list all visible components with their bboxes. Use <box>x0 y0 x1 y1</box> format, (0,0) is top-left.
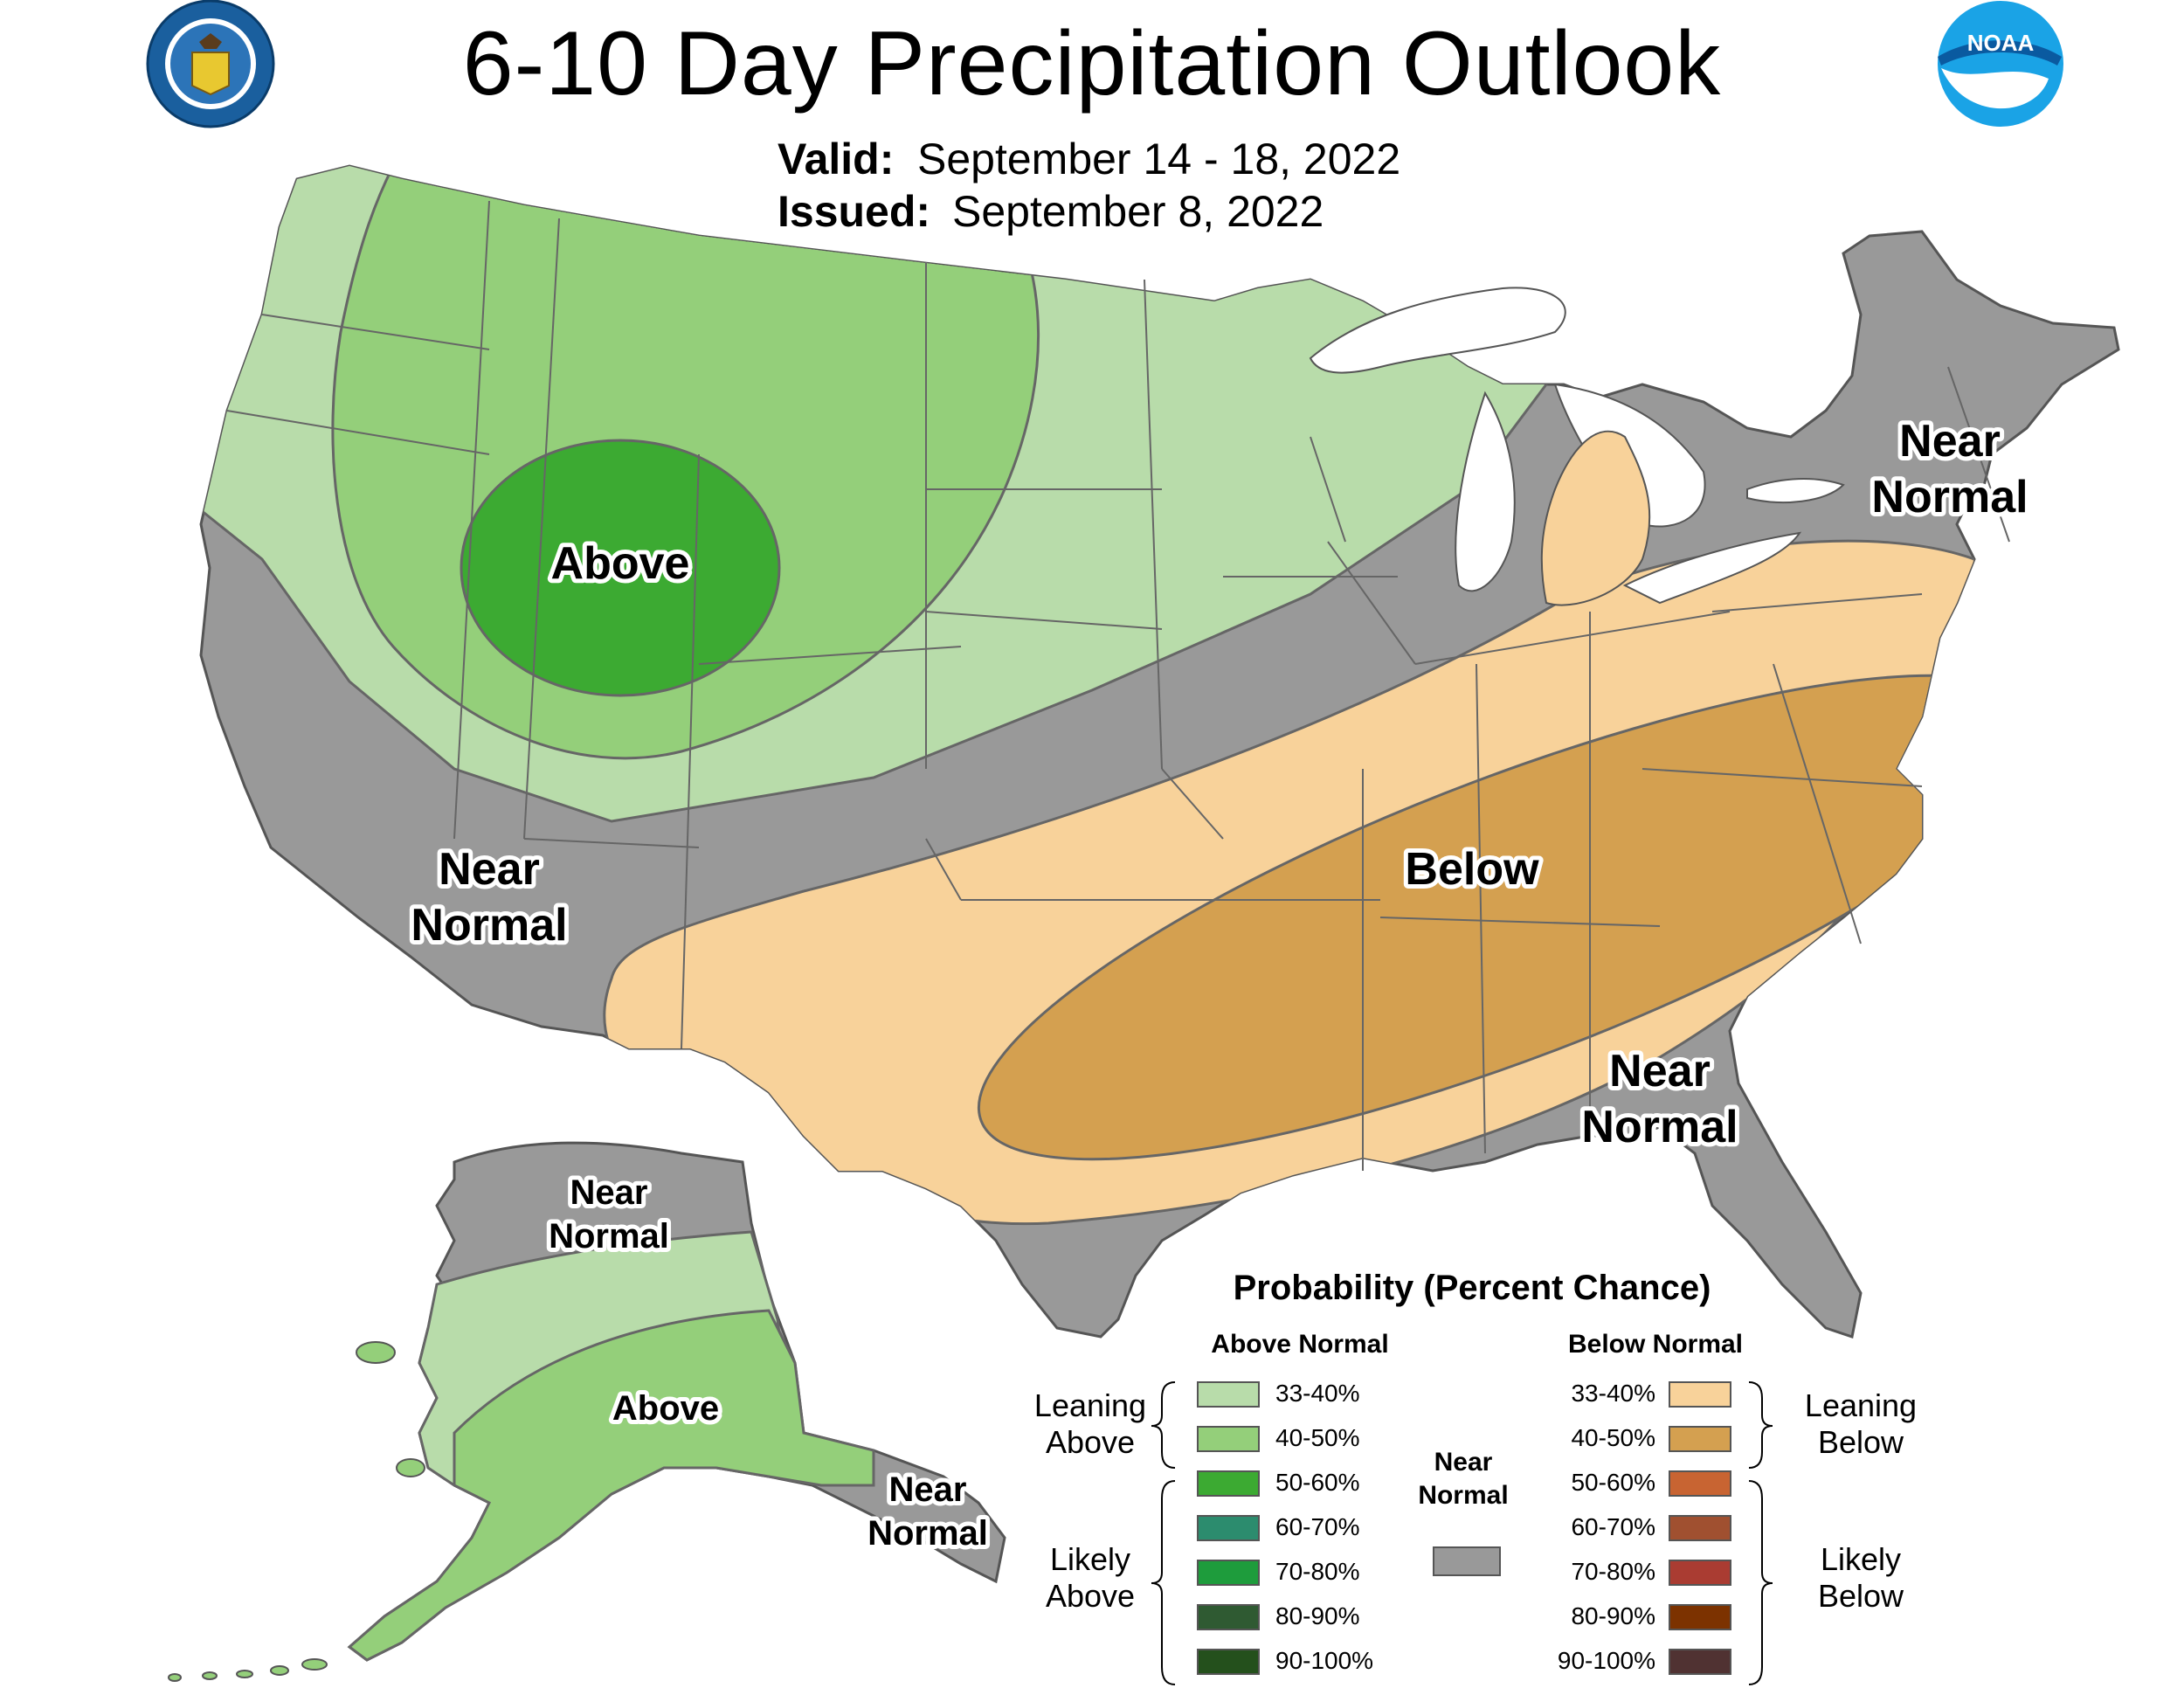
legend-below-pct-label: 50-60% <box>1571 1469 1655 1496</box>
svg-text:NOAA: NOAA <box>1967 30 2035 56</box>
label-near-normal-west-1: Near <box>439 844 540 895</box>
label-near-normal-se-1: Near <box>1609 1046 1711 1097</box>
legend-below-swatch <box>1669 1604 1731 1630</box>
legend-near-normal-header: Near Normal <box>1418 1448 1509 1510</box>
legend-below-swatch <box>1669 1381 1731 1408</box>
legend-above-pct-label: 50-60% <box>1275 1469 1360 1496</box>
legend-below-pct-label: 60-70% <box>1571 1513 1655 1540</box>
legend-below-swatch <box>1669 1515 1731 1541</box>
label-near-normal-ne-1: Near <box>1899 416 2001 467</box>
legend-above-swatch <box>1197 1381 1260 1408</box>
legend-below-swatch <box>1669 1470 1731 1497</box>
legend-below-pct-label: 40-50% <box>1571 1424 1655 1451</box>
legend-above-header: Above Normal <box>1211 1330 1389 1359</box>
issued-label: Issued: <box>778 187 931 236</box>
label-above-west: Above <box>551 538 690 589</box>
legend-above-pct-label: 80-90% <box>1275 1602 1360 1629</box>
valid-label: Valid: <box>778 135 895 183</box>
legend-below-swatch <box>1669 1649 1731 1675</box>
date-block: Valid: September 14 - 18, 2022 Issued: Sep… <box>778 133 1400 238</box>
legend-leaning-above: Leaning Above <box>1033 1387 1147 1460</box>
legend-leaning-below: Leaning Below <box>1804 1387 1918 1460</box>
label-ak-near-normal-se-2: Normal <box>867 1514 988 1553</box>
legend-likely-below: Likely Below <box>1817 1541 1904 1614</box>
label-ak-near-normal-north-1: Near <box>570 1173 648 1212</box>
state-boundaries <box>226 200 2010 1171</box>
label-near-normal-se-2: Normal <box>1581 1102 1738 1152</box>
legend-likely-above: Likely Above <box>1045 1541 1136 1614</box>
legend-above-pct-label: 90-100% <box>1275 1647 1374 1674</box>
label-ak-above: Above <box>612 1389 719 1428</box>
aleutian-islands <box>168 1341 425 1682</box>
legend-title: Probability (Percent Chance) <box>1233 1269 1711 1307</box>
issued-value: September 8, 2022 <box>952 187 1324 236</box>
legend-above-swatch <box>1197 1604 1260 1630</box>
legend-above-swatch <box>1197 1515 1260 1541</box>
legend-below-pct-label: 70-80% <box>1571 1558 1655 1585</box>
legend-below-pct-label: 80-90% <box>1571 1602 1655 1629</box>
above-50-60-zone <box>460 439 781 697</box>
legend-above-swatch <box>1197 1426 1260 1452</box>
alaska-above-40-50-zone <box>347 1309 875 1662</box>
alaska-region <box>168 1141 1006 1682</box>
michigan <box>1540 430 1651 606</box>
legend-above-pct-label: 33-40% <box>1275 1380 1360 1407</box>
legend-above-swatch <box>1197 1470 1260 1497</box>
label-near-normal-west-2: Normal <box>411 900 567 951</box>
lake-ontario <box>1746 478 1845 503</box>
valid-value: September 14 - 18, 2022 <box>917 135 1401 183</box>
conus-region <box>199 164 2120 1339</box>
legend-below-swatch <box>1669 1560 1731 1586</box>
michigan-lower-peninsula <box>1540 430 1651 606</box>
lake-michigan <box>1455 391 1516 592</box>
legend-above-pct-label: 40-50% <box>1275 1424 1360 1451</box>
legend-below-pct-label: 90-100% <box>1557 1647 1655 1674</box>
department-of-commerce-seal-icon <box>146 0 275 128</box>
legend-above-swatch <box>1197 1649 1260 1675</box>
label-ak-near-normal-se-1: Near <box>889 1470 967 1509</box>
legend-near-normal-swatch <box>1433 1546 1501 1576</box>
label-near-normal-ne-2: Normal <box>1871 472 2028 522</box>
legend-below-header: Below Normal <box>1567 1330 1744 1359</box>
noaa-logo-icon: NOAA <box>1938 1 2063 127</box>
label-below-east: Below <box>1405 844 1539 895</box>
legend-below-swatch <box>1669 1426 1731 1452</box>
legend-above-pct-label: 70-80% <box>1275 1558 1360 1585</box>
label-ak-near-normal-north-2: Normal <box>549 1217 669 1256</box>
legend-below-pct-label: 33-40% <box>1571 1380 1655 1407</box>
map-title: 6-10 Day Precipitation Outlook <box>462 13 1722 114</box>
legend-above-pct-label: 60-70% <box>1275 1513 1360 1540</box>
legend-braces <box>1151 1381 1773 1685</box>
legend-above-swatch <box>1197 1560 1260 1586</box>
lake-superior <box>1309 287 1566 374</box>
lake-erie <box>1622 531 1802 605</box>
